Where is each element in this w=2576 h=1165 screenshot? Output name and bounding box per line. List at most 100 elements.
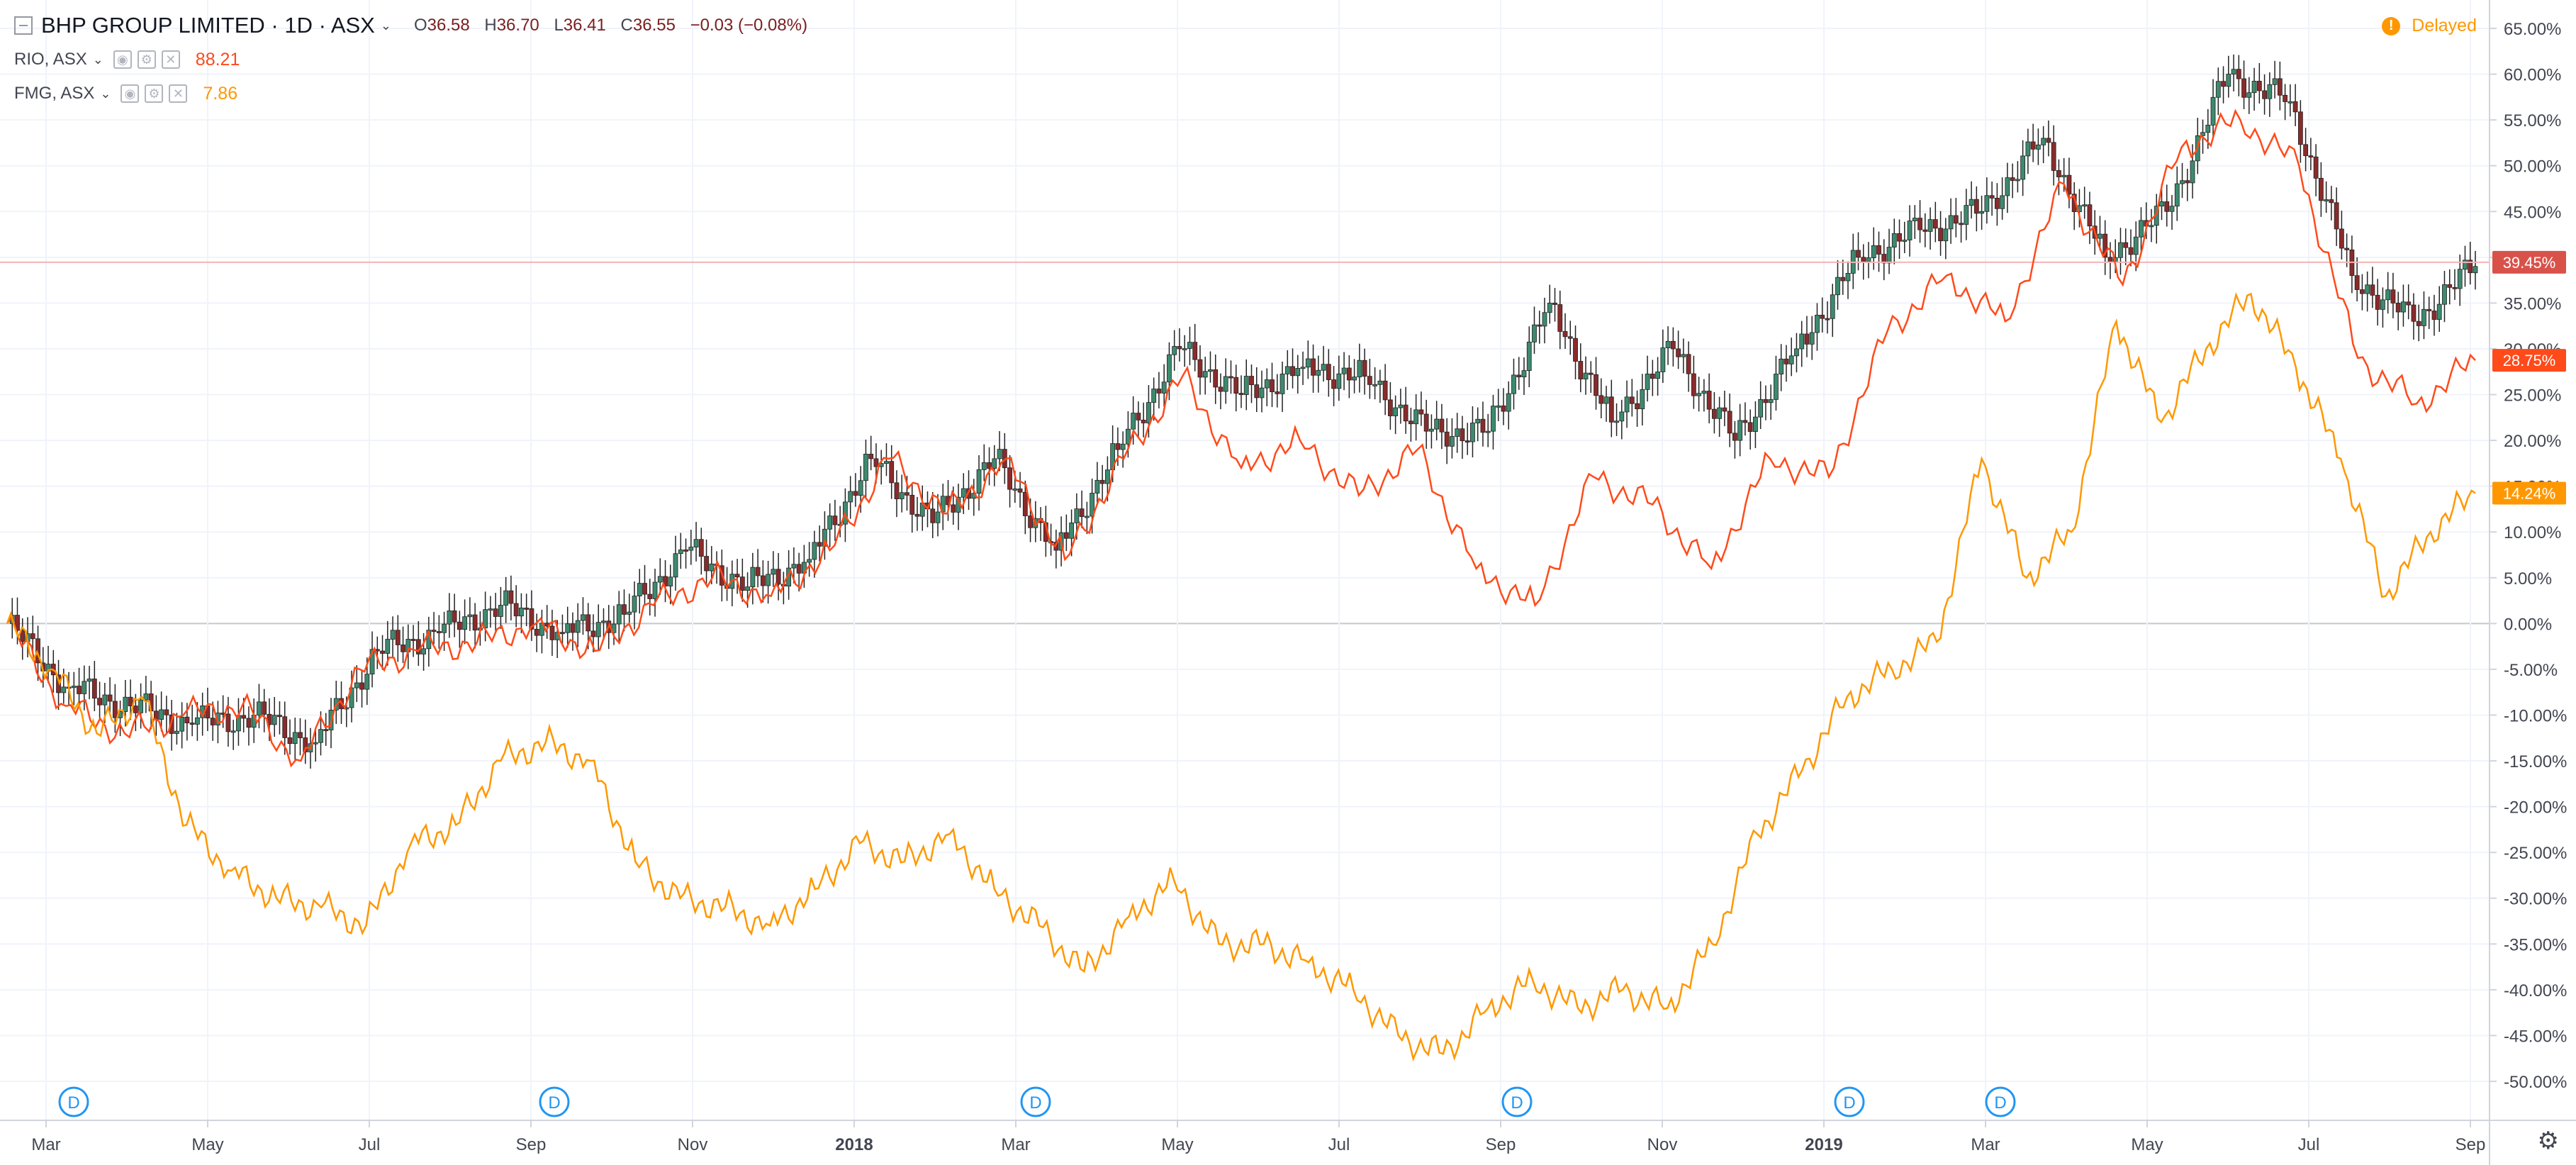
legend: BHP GROUP LIMITED · 1D · ASX ⌄ O36.58 H3… [14, 9, 817, 111]
candle-body [1912, 218, 1917, 221]
candle-body [1167, 354, 1172, 383]
legend-compare-fmg[interactable]: FMG, ASX ⌄ ◉ ⚙ ✕ 7.86 [14, 77, 817, 111]
candle-body [436, 631, 442, 633]
candle-body [2231, 69, 2236, 74]
candle-body [1151, 389, 1157, 403]
candle-body [1284, 366, 1290, 374]
candle-body [1115, 443, 1121, 450]
legend-compare-rio[interactable]: RIO, ASX ⌄ ◉ ⚙ ✕ 88.21 [14, 43, 817, 77]
candle-body [1984, 195, 1990, 212]
candle-body [1455, 428, 1460, 437]
candle-body [1063, 532, 1069, 539]
compare-symbol[interactable]: RIO, ASX [14, 50, 87, 69]
candle-body [894, 482, 900, 499]
candle-body [1696, 393, 1702, 396]
candle-body [1177, 346, 1182, 350]
main-series-title[interactable]: BHP GROUP LIMITED · 1D · ASX [41, 13, 375, 38]
candle-body [71, 686, 77, 689]
series-layer [0, 54, 2490, 1062]
candle-body [1090, 493, 1095, 517]
eye-icon[interactable]: ◉ [121, 84, 140, 103]
candle-body [1480, 418, 1486, 433]
gear-icon[interactable]: ⚙ [2537, 1127, 2559, 1154]
candle-body [2020, 155, 2026, 180]
candle-body [1635, 403, 1640, 410]
dividend-marker [1985, 1086, 2016, 1117]
price-axis[interactable]: 65.00%60.00%55.00%50.00%45.00%40.00%35.0… [2489, 0, 2567, 1165]
candle-body [452, 610, 457, 623]
candle-body [1788, 355, 1794, 364]
dividend-marker [539, 1086, 570, 1117]
candle-body [1213, 369, 1219, 388]
x-tick-label: Nov [1647, 1135, 1678, 1154]
candle-body [2344, 247, 2350, 250]
candle-body [1670, 340, 1676, 350]
legend-main-row[interactable]: BHP GROUP LIMITED · 1D · ASX ⌄ O36.58 H3… [14, 9, 817, 43]
candle-body [230, 730, 236, 733]
candle-body [488, 608, 493, 611]
candle-body [1943, 228, 1949, 242]
y-tick-label: 35.00% [2504, 294, 2561, 313]
candle-body [1665, 340, 1671, 348]
candle-body [1552, 302, 1557, 305]
x-tick-label: Jul [359, 1135, 381, 1154]
candle-body [1820, 314, 1825, 319]
candle-body [2010, 177, 2015, 181]
candle-body [2128, 247, 2134, 255]
close-icon[interactable]: ✕ [169, 84, 188, 103]
candle-body [688, 547, 694, 551]
time-axis[interactable]: Mar May Jul Sep Nov 2018 Mar May Jul Sep Nov 2019 Ma… [0, 1120, 2576, 1154]
candle-body [2473, 266, 2478, 274]
candle-body [2041, 138, 2046, 145]
candle-body [1603, 396, 1609, 404]
chevron-down-icon[interactable]: ⌄ [92, 52, 103, 67]
candle-body [2360, 289, 2365, 294]
candle-body [431, 630, 437, 632]
close-icon[interactable]: ✕ [161, 50, 180, 69]
gear-icon[interactable]: ⚙ [145, 84, 164, 103]
candle-body [745, 586, 750, 591]
candle-body [1099, 479, 1105, 484]
dividend-marker-label: D [548, 1093, 560, 1113]
candle-body [138, 699, 144, 713]
candle-body [914, 513, 920, 517]
candle-body [642, 583, 647, 595]
candle-body [1270, 379, 1275, 392]
candle-body [359, 682, 364, 690]
collapse-legend-icon[interactable] [14, 16, 33, 35]
candle-body [595, 622, 601, 637]
candle-body [899, 492, 905, 499]
delayed-status[interactable]: ! Delayed [2382, 16, 2477, 36]
gear-icon[interactable]: ⚙ [137, 50, 156, 69]
candle-body [2046, 138, 2051, 143]
candle-body [189, 723, 195, 725]
candle-body [2318, 177, 2324, 201]
chevron-down-icon[interactable]: ⌄ [380, 18, 391, 33]
candle-body [2082, 204, 2088, 207]
candle-body [1069, 523, 1075, 539]
last-value-label: 39.45% [2503, 254, 2556, 272]
candle-body [1727, 411, 1732, 434]
candle-body [2267, 84, 2273, 99]
candle-body [1907, 221, 1913, 240]
candle-body [2385, 289, 2391, 301]
candle-body [1747, 422, 1753, 432]
candle-body [1084, 515, 1090, 518]
candle-body [1871, 245, 1876, 258]
compare-symbol[interactable]: FMG, ASX [14, 84, 95, 103]
candle-body [622, 604, 627, 615]
candle-body [1182, 348, 1187, 350]
y-tick-label: 45.00% [2504, 203, 2561, 222]
candle-body [1408, 420, 1413, 425]
candle-body [1485, 430, 1491, 433]
candle-body [262, 701, 267, 715]
chevron-down-icon[interactable]: ⌄ [100, 86, 111, 101]
candle-body [2457, 269, 2463, 289]
candle-body [2262, 90, 2267, 99]
candle-body [1017, 488, 1023, 493]
eye-icon[interactable]: ◉ [113, 50, 132, 69]
candle-body [1475, 418, 1481, 423]
y-tick-label: 5.00% [2504, 569, 2552, 589]
